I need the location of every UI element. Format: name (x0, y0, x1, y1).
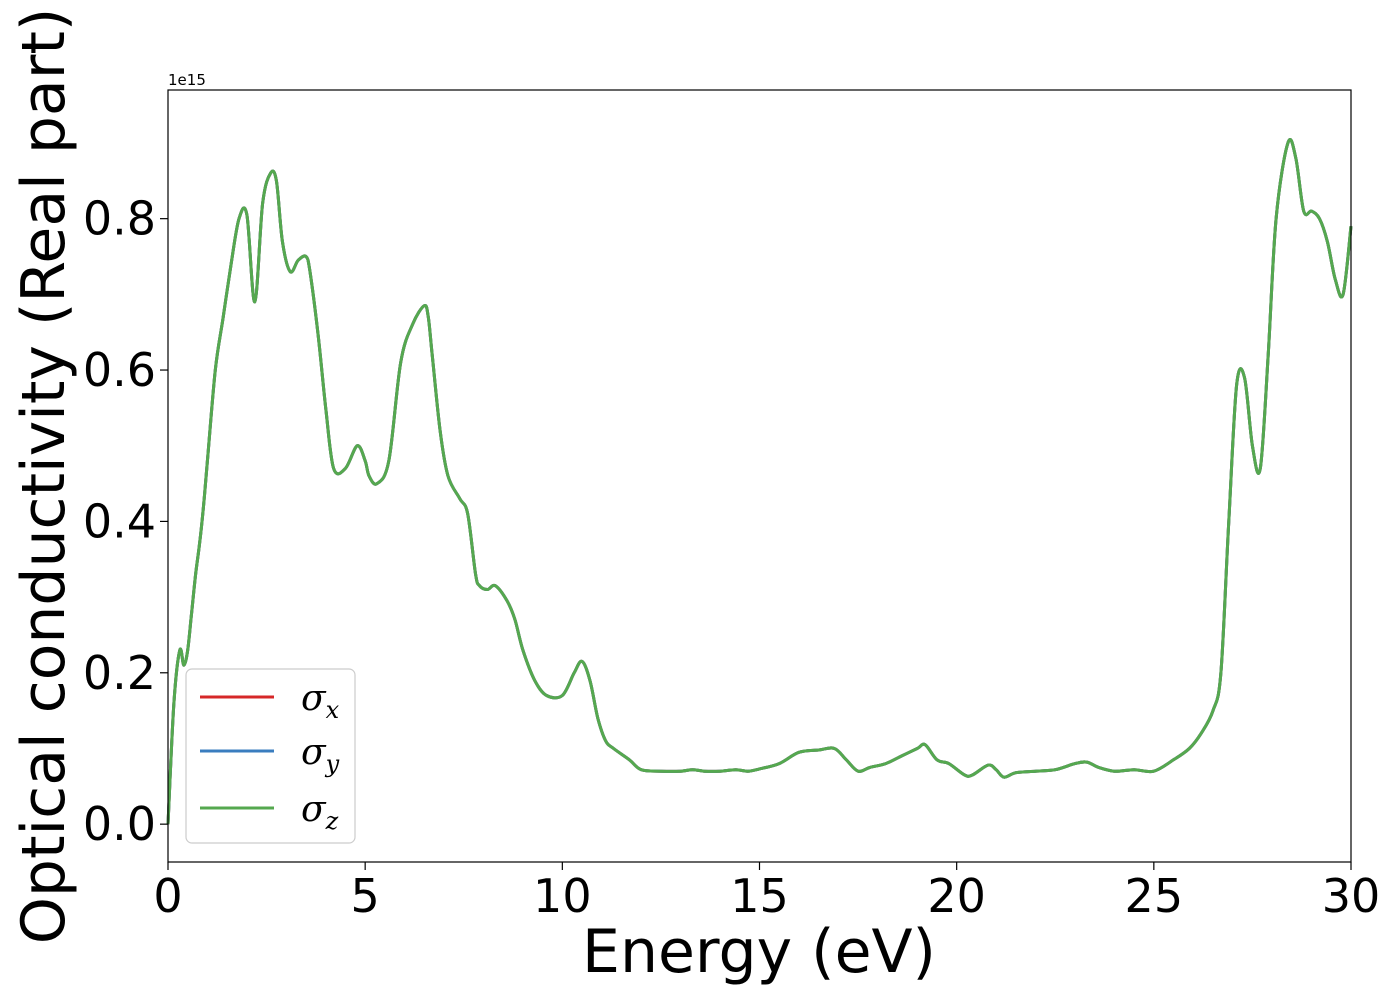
y-axis-title: Optical conductivity (Real part) (9, 8, 79, 945)
x-axis-ticks: 0 5 10 15 20 25 30 (153, 862, 1380, 923)
legend: σx σy σz (185, 668, 356, 844)
x-tick-label: 0 (153, 869, 182, 923)
x-tick-label: 25 (1125, 869, 1184, 923)
legend-box (185, 668, 356, 844)
x-tick-label: 20 (927, 869, 986, 923)
y-tick-label: 0.8 (83, 192, 156, 246)
y-offset-label: 1e15 (168, 71, 206, 89)
y-tick-label: 0.6 (83, 343, 156, 397)
y-tick-label: 0.4 (83, 494, 156, 548)
legend-label-sigma-x: σx (301, 678, 340, 724)
legend-label-sigma-z: σz (301, 789, 339, 835)
y-tick-label: 0.0 (83, 797, 156, 851)
x-tick-label: 15 (730, 869, 789, 923)
x-axis-title: Energy (eV) (582, 917, 936, 987)
x-tick-label: 30 (1322, 869, 1381, 923)
series-layer (166, 138, 1353, 825)
x-tick-label: 10 (533, 869, 592, 923)
x-tick-label: 5 (351, 869, 380, 923)
legend-label-sigma-y: σy (301, 732, 340, 778)
y-axis-ticks: 0.0 0.2 0.4 0.6 0.8 (83, 192, 168, 851)
y-tick-label: 0.2 (83, 646, 156, 700)
plot-area (168, 90, 1351, 862)
series-line-sigma-z (166, 138, 1353, 825)
